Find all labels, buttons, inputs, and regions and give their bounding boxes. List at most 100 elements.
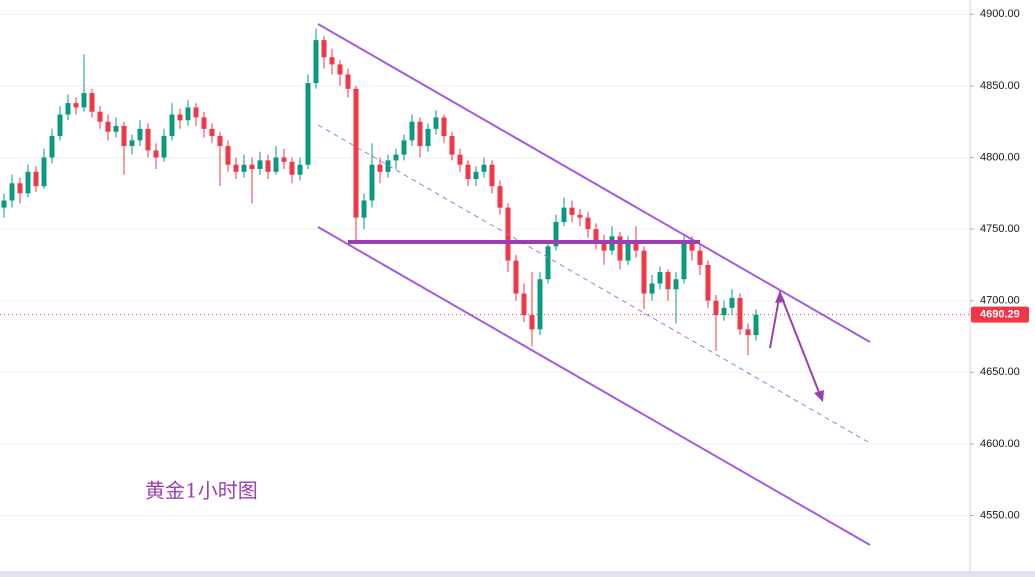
candle-body [129, 140, 135, 147]
candle-body [33, 171, 39, 187]
candle-body [241, 164, 247, 172]
candle-body [537, 279, 543, 330]
candle-body [321, 40, 327, 58]
candle-body [337, 64, 343, 75]
candle-body [553, 221, 559, 247]
candle-body [705, 264, 711, 301]
candle-body [49, 136, 55, 158]
y-axis: 4550.00 4600.00 4650.00 4700.00 4750.00 4800.… [970, 8, 1029, 521]
candle-body [225, 146, 231, 165]
candle-body [329, 57, 335, 65]
channel-lower [317, 226, 871, 546]
candle-body [369, 164, 375, 201]
candle-body [737, 297, 743, 330]
candle-body [273, 157, 279, 172]
candle-body [577, 214, 583, 218]
candle-body [193, 107, 199, 118]
candle-body [217, 136, 223, 147]
grid [0, 13, 970, 517]
candle-body [409, 121, 415, 141]
candle-body [433, 117, 439, 129]
candle-body [1, 200, 7, 208]
candle-body [81, 93, 87, 108]
candle-body [633, 243, 639, 251]
candle-body [257, 160, 263, 169]
candle-body [361, 200, 367, 218]
candle-body [657, 272, 663, 284]
candle-body [97, 111, 103, 122]
candle-body [57, 114, 63, 137]
candle-body [233, 164, 239, 172]
candle-body [289, 161, 295, 175]
candle-body [465, 164, 471, 179]
channel-upper [317, 23, 871, 343]
candle-body [729, 297, 735, 308]
annotation: 黄金1小时图 [145, 479, 258, 503]
candle-body [65, 103, 71, 115]
candle-body [137, 128, 143, 141]
candle-body [41, 157, 47, 187]
y-tick-label: 4600.00 [980, 438, 1020, 450]
candle-body [153, 150, 159, 158]
candle-body [601, 240, 607, 251]
candle-body [345, 74, 351, 89]
candle-body [561, 207, 567, 222]
candle-body [665, 272, 671, 290]
candle-body [185, 107, 191, 121]
candle-body [697, 250, 703, 265]
candle-body [281, 157, 287, 162]
candle-body [441, 117, 447, 137]
candle-body [473, 171, 479, 179]
candle-body [201, 117, 207, 129]
current-price-tag [971, 306, 1029, 323]
channel-mid [317, 124, 869, 443]
candle-body [753, 314, 759, 336]
candle-body [489, 164, 495, 187]
candle-body [249, 164, 255, 169]
candle-body [377, 164, 383, 172]
candle-body [721, 307, 727, 316]
candle-body [745, 329, 751, 336]
y-tick-label: 4850.00 [980, 80, 1020, 92]
candle-body [545, 246, 551, 280]
candle-body [569, 207, 575, 215]
candle-body [513, 260, 519, 294]
candle-body [9, 183, 15, 201]
candle-body [673, 279, 679, 290]
candle-body [113, 126, 119, 132]
y-axis-panel [970, 0, 1035, 577]
candle-body [177, 114, 183, 121]
candle-body [25, 171, 31, 194]
candle-body [713, 300, 719, 316]
arrow-head [814, 390, 824, 402]
candle-body [417, 121, 423, 147]
candle-body [353, 88, 359, 218]
candle-body [425, 128, 431, 147]
candle-body [593, 229, 599, 241]
y-tick-label: 4750.00 [980, 223, 1020, 235]
bottom-strip [0, 571, 1035, 577]
candle-body [313, 40, 319, 84]
candle-body [497, 186, 503, 208]
candle-body [145, 128, 151, 151]
candle-body [265, 160, 271, 172]
candle-body [209, 128, 215, 137]
candle-body [401, 140, 407, 155]
candle-body [529, 315, 535, 330]
candle-body [649, 283, 655, 294]
candle-body [105, 121, 111, 132]
y-tick-label: 4900.00 [980, 8, 1020, 20]
candle-body [169, 114, 175, 137]
candle-body [641, 250, 647, 294]
candle-body [17, 183, 23, 194]
candle-body [521, 293, 527, 316]
candle-body [449, 136, 455, 155]
y-tick-label: 4550.00 [980, 509, 1020, 521]
candle-body [73, 103, 79, 108]
candle-body [297, 164, 303, 175]
candle-body [393, 154, 399, 161]
candle-body [305, 83, 311, 165]
candle-body [625, 243, 631, 261]
candle-body [89, 93, 95, 112]
candle-body [385, 160, 391, 172]
